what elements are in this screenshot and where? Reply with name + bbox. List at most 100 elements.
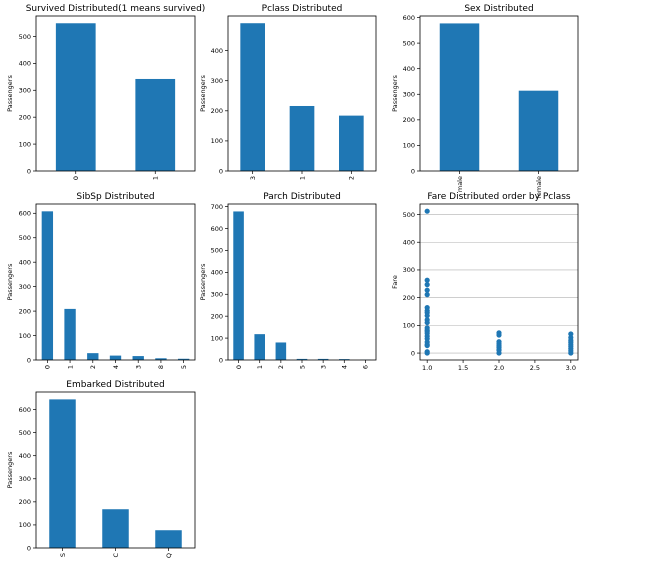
x-tick-label: 0 — [235, 365, 243, 369]
plot-frame — [227, 15, 377, 172]
y-tick-label: 100 — [403, 142, 415, 150]
x-tick-label: 4 — [341, 365, 349, 369]
x-tick-label: female — [535, 176, 543, 198]
bar — [64, 308, 76, 360]
y-tick-label: 100 — [19, 332, 31, 340]
x-tick-label: 3 — [319, 365, 327, 369]
y-tick-label: 400 — [19, 60, 31, 68]
y-axis-label: Passengers — [6, 451, 14, 488]
y-tick-label: 100 — [403, 322, 415, 330]
y-tick-label: 200 — [19, 307, 31, 315]
y-tick-label: 700 — [211, 203, 223, 211]
y-tick-label: 300 — [19, 283, 31, 291]
y-tick-label: 200 — [211, 107, 223, 115]
x-tick-label: Q — [165, 553, 173, 558]
scatter-point — [424, 287, 430, 293]
x-tick-label: 1.0 — [422, 364, 432, 372]
bar — [155, 530, 182, 548]
x-tick-label: male — [456, 176, 464, 192]
chart-title: Sex Distributed — [464, 4, 533, 14]
y-tick-label: 600 — [211, 225, 223, 233]
chart-title: Pclass Distributed — [262, 4, 343, 14]
y-tick-label: 100 — [211, 334, 223, 342]
y-tick-label: 100 — [211, 137, 223, 145]
y-axis-label: Fare — [391, 275, 399, 289]
bar — [289, 105, 315, 171]
y-tick-label: 400 — [403, 239, 415, 247]
bar — [177, 358, 190, 360]
chart-4: SibSp Distributed Passengers 0 100 200 300 400… — [6, 192, 196, 369]
x-tick-label: 5 — [298, 365, 306, 369]
y-tick-label: 200 — [19, 113, 31, 121]
bar — [296, 358, 308, 360]
bar — [87, 353, 99, 360]
bar — [339, 359, 350, 360]
y-tick-label: 0 — [411, 167, 415, 175]
y-tick-label: 600 — [403, 14, 415, 22]
y-tick-label: 0 — [27, 356, 31, 364]
scatter-point — [424, 350, 430, 356]
chart-6: Fare Distributed order by Pclass Fare 0 100… — [391, 192, 579, 372]
bar — [439, 23, 480, 171]
x-tick-label: 1 — [298, 176, 306, 180]
plot-frame — [35, 391, 196, 549]
scatter-point — [424, 208, 430, 214]
y-tick-label: 100 — [19, 521, 31, 529]
x-tick-label: 6 — [362, 365, 370, 369]
scatter-point — [496, 332, 502, 338]
x-tick-label: C — [112, 553, 120, 558]
x-tick-label: S — [59, 553, 67, 557]
y-tick-label: 500 — [19, 429, 31, 437]
y-tick-label: 600 — [19, 210, 31, 218]
bar — [155, 358, 167, 360]
y-tick-label: 300 — [211, 77, 223, 85]
scatter-point — [424, 277, 430, 283]
bar — [109, 355, 122, 360]
scatter-point — [424, 313, 430, 319]
y-tick-label: 200 — [19, 498, 31, 506]
y-tick-label: 500 — [403, 211, 415, 219]
x-tick-label: 3 — [135, 365, 143, 369]
x-tick-label: 2.0 — [494, 364, 504, 372]
x-tick-label: 1 — [66, 365, 74, 369]
bar — [132, 356, 144, 360]
y-axis-label: Passengers — [199, 75, 207, 112]
y-tick-label: 500 — [403, 39, 415, 47]
bar — [55, 23, 96, 171]
y-tick-label: 400 — [211, 47, 223, 55]
y-tick-label: 400 — [403, 65, 415, 73]
y-tick-label: 200 — [403, 294, 415, 302]
x-tick-label: 1.5 — [458, 364, 468, 372]
plot-frame — [227, 203, 377, 361]
y-axis-label: Passengers — [6, 75, 14, 112]
chart-3: Sex Distributed Passengers 0 100 200 300 400 50… — [391, 4, 579, 198]
y-tick-label: 100 — [19, 140, 31, 148]
chart-title: Survived Distributed(1 means survived) — [26, 4, 206, 14]
scatter-point — [424, 342, 430, 349]
scatter-point — [568, 350, 574, 356]
y-tick-label: 0 — [219, 356, 223, 364]
scatter-point — [424, 292, 430, 298]
bar — [233, 211, 244, 360]
y-tick-label: 0 — [27, 544, 31, 552]
y-axis-label: Passengers — [391, 75, 399, 112]
bar — [240, 23, 265, 172]
plot-frame — [35, 15, 196, 172]
plot-frame — [35, 203, 196, 361]
y-tick-label: 400 — [19, 258, 31, 266]
x-tick-label: 1 — [256, 365, 264, 369]
y-tick-label: 200 — [211, 312, 223, 320]
chart-title: Fare Distributed order by Pclass — [427, 192, 571, 202]
bar — [317, 358, 329, 360]
chart-title: SibSp Distributed — [76, 192, 154, 202]
x-tick-label: 2 — [89, 365, 97, 369]
y-tick-label: 300 — [403, 266, 415, 274]
y-tick-label: 400 — [19, 452, 31, 460]
chart-2: Pclass Distributed Passengers 0 100 200 300 40… — [199, 4, 377, 180]
y-axis-label: Passengers — [6, 263, 14, 300]
chart-title: Embarked Distributed — [66, 380, 164, 390]
chart-7: Embarked Distributed Passengers 0 100 200 300… — [6, 380, 196, 558]
plot-frame — [419, 15, 579, 172]
y-tick-label: 500 — [211, 247, 223, 255]
